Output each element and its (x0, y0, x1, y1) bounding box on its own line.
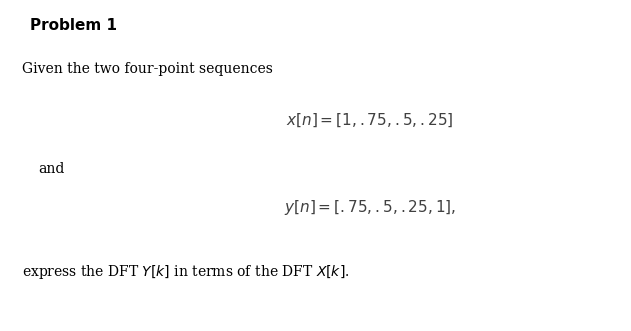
Text: and: and (38, 162, 64, 176)
Text: $y[n] = [.75, .5, .25, 1],$: $y[n] = [.75, .5, .25, 1],$ (284, 198, 456, 217)
Text: express the DFT $Y[k]$ in terms of the DFT $X[k]$.: express the DFT $Y[k]$ in terms of the D… (22, 263, 350, 281)
Text: Problem 1: Problem 1 (30, 18, 117, 33)
Text: $x[n] = [1, .75, .5, .25]$: $x[n] = [1, .75, .5, .25]$ (286, 112, 454, 129)
Text: Given the two four-point sequences: Given the two four-point sequences (22, 62, 273, 76)
